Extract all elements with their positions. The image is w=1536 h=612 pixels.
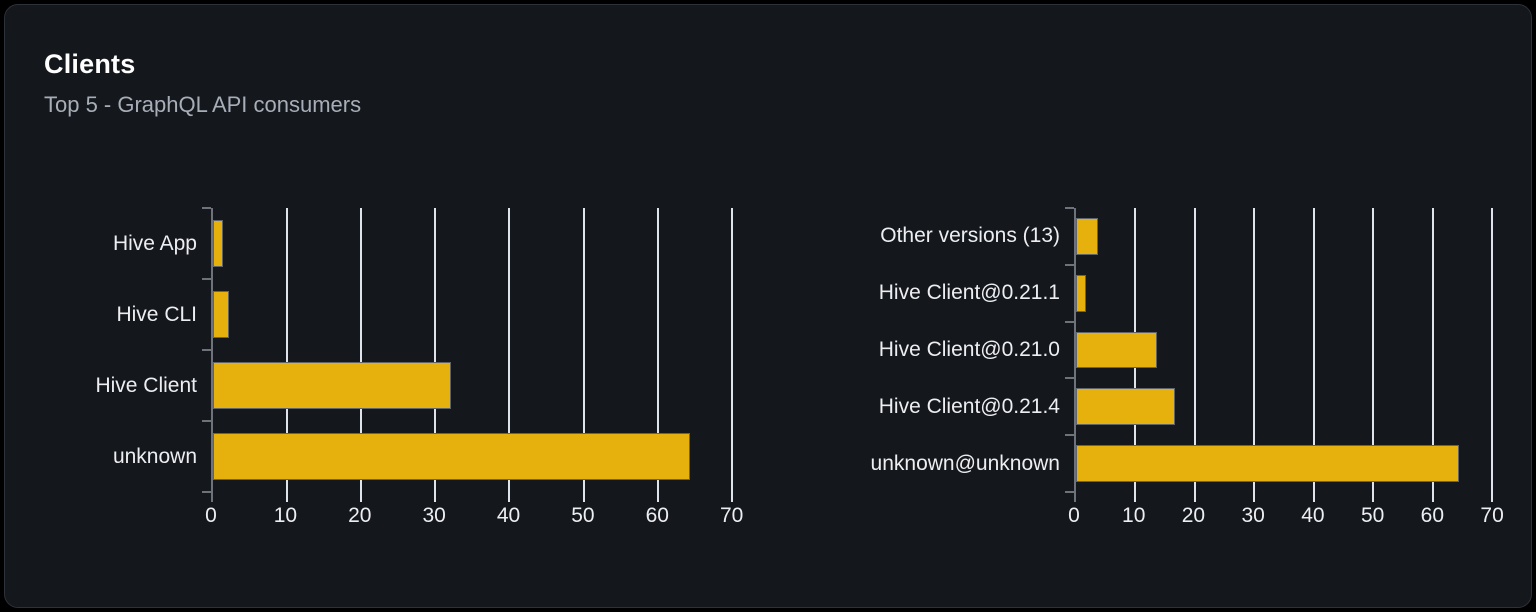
bar-row: Hive App <box>113 208 754 279</box>
x-axis-tick-label: 60 <box>1420 504 1445 527</box>
y-axis-label: unknown@unknown <box>870 451 1060 475</box>
gridline <box>1312 208 1315 502</box>
clients-card: Clients Top 5 - GraphQL API consumers Hi… <box>4 4 1532 608</box>
gridline <box>1253 208 1256 502</box>
y-axis-tick <box>1065 434 1074 437</box>
x-axis: 0 10 20 30 40 50 60 70 <box>1068 504 1510 534</box>
card-header: Clients Top 5 - GraphQL API consumers <box>44 49 361 118</box>
x-axis-tick-label: 20 <box>348 504 372 527</box>
gridline <box>360 208 363 502</box>
y-axis-label: Hive Client <box>95 373 197 397</box>
bar[interactable] <box>213 220 224 267</box>
y-axis-tick <box>202 349 211 351</box>
bar[interactable] <box>1076 331 1158 369</box>
y-axis-tick <box>202 491 211 493</box>
y-axis-tick <box>202 207 211 209</box>
x-axis-tick-label: 40 <box>1301 504 1325 527</box>
gridline <box>1491 208 1494 502</box>
bar[interactable] <box>213 433 691 480</box>
x-axis-tick-label: 10 <box>1122 504 1146 527</box>
bar[interactable] <box>213 362 451 409</box>
x-axis-tick-label: 0 <box>1068 504 1080 527</box>
y-axis-label: unknown <box>112 444 197 468</box>
gridline <box>656 208 659 502</box>
bar-row: unknown <box>113 421 754 492</box>
y-axis-label: Hive CLI <box>116 302 197 326</box>
card-subtitle: Top 5 - GraphQL API consumers <box>44 92 362 117</box>
bar-rows: Other versions (13) Hive Client@0.21.1 Hiv… <box>871 208 1510 492</box>
gridline <box>1372 208 1375 502</box>
gridline <box>1193 208 1196 502</box>
y-axis-tick <box>1065 263 1074 266</box>
bar-rows: Hive App Hive CLI Hive Client unknown <box>95 208 754 492</box>
bar-row: Hive Client@0.21.4 <box>879 378 1510 435</box>
y-axis-label: Hive Client@0.21.4 <box>878 394 1060 418</box>
y-axis-label: Other versions (13) <box>880 224 1060 248</box>
bar-row: Hive Client@0.21.0 <box>879 322 1510 379</box>
bar-row: Other versions (13) <box>880 208 1510 265</box>
bar[interactable] <box>213 291 229 338</box>
clients-bar-chart: Hive App Hive CLI Hive Client unknown 0 10 20 3… <box>95 207 754 534</box>
y-axis-tick <box>202 420 211 422</box>
x-axis-tick-label: 40 <box>496 504 521 527</box>
gridline <box>286 208 289 502</box>
x-axis-tick-label: 30 <box>1241 504 1265 527</box>
y-axis-tick <box>1065 377 1074 380</box>
bar-row: Hive CLI <box>116 279 754 350</box>
bar-row: Hive Client <box>95 350 754 421</box>
client-versions-bar-chart: Other versions (13) Hive Client@0.21.1 Hiv… <box>871 207 1510 534</box>
x-axis-tick-label: 0 <box>205 504 217 527</box>
plot-area: Other versions (13) Hive Client@0.21.1 Hiv… <box>871 207 1510 502</box>
y-axis-label: Hive Client@0.21.1 <box>878 281 1060 305</box>
gridline <box>434 208 437 502</box>
plot-area: Hive App Hive CLI Hive Client unknown <box>95 207 754 502</box>
bar-row: unknown@unknown <box>871 435 1510 492</box>
bar-row: Hive Client@0.21.1 <box>879 265 1510 322</box>
y-axis-tick <box>1065 207 1074 209</box>
x-axis-tick-label: 50 <box>1360 504 1385 527</box>
y-axis-tick <box>202 278 211 280</box>
x-axis-tick-label: 10 <box>273 504 298 527</box>
gridline <box>582 208 585 502</box>
gridline <box>508 208 511 502</box>
x-axis: 0 10 20 30 40 50 60 70 <box>205 504 754 534</box>
x-axis-tick-label: 30 <box>422 504 446 527</box>
bar[interactable] <box>1076 388 1175 426</box>
y-axis-tick <box>1065 320 1074 323</box>
card-title: Clients <box>44 49 136 79</box>
gridline <box>730 208 733 502</box>
x-axis-tick-label: 60 <box>645 504 669 527</box>
bar[interactable] <box>1076 217 1098 255</box>
bar[interactable] <box>1076 445 1459 483</box>
bar[interactable] <box>1076 274 1087 312</box>
x-axis-tick-label: 50 <box>571 504 595 527</box>
x-axis-tick-label: 70 <box>719 504 744 527</box>
gridline <box>1431 208 1434 502</box>
x-axis-tick-label: 70 <box>1480 504 1504 527</box>
y-axis-label: Hive Client@0.21.0 <box>878 337 1060 361</box>
y-axis-tick <box>1065 491 1074 493</box>
y-axis-label: Hive App <box>112 231 197 255</box>
x-axis-tick-label: 20 <box>1181 504 1206 527</box>
